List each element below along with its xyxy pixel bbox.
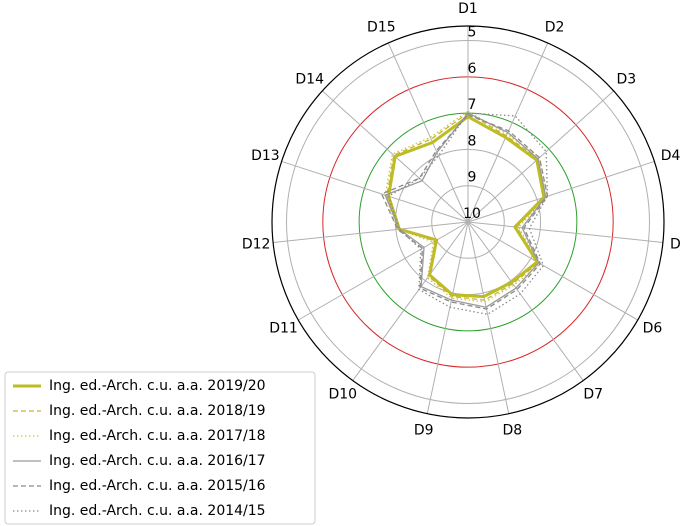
spoke <box>467 160 655 223</box>
series-line <box>387 112 549 315</box>
spoke <box>467 221 584 381</box>
legend-label: Ing. ed.-Arch. c.u. a.a. 2014/15 <box>49 503 266 519</box>
series-line <box>387 114 546 299</box>
r-tick-label: 6 <box>468 61 477 77</box>
spoke <box>352 221 469 381</box>
legend-label: Ing. ed.-Arch. c.u. a.a. 2019/20 <box>49 378 266 394</box>
legend-label: Ing. ed.-Arch. c.u. a.a. 2015/16 <box>49 478 266 494</box>
axis-label: D15 <box>367 19 396 35</box>
axis-label: D14 <box>295 71 324 87</box>
series-line <box>386 112 547 301</box>
spoke <box>298 221 469 321</box>
legend-label: Ing. ed.-Arch. c.u. a.a. 2017/18 <box>49 428 266 444</box>
spoke <box>467 221 663 243</box>
legend-box <box>4 371 316 525</box>
outer-circle <box>271 25 665 419</box>
axis-label: D4 <box>661 148 680 164</box>
r-tick-label: 10 <box>463 206 481 222</box>
r-tick-label: 5 <box>468 25 477 41</box>
spoke <box>467 221 638 321</box>
spoke <box>273 221 469 243</box>
legend-label: Ing. ed.-Arch. c.u. a.a. 2018/19 <box>49 403 266 419</box>
spoke <box>467 221 510 414</box>
series-line <box>384 112 547 308</box>
series-line <box>380 114 549 310</box>
axis-label: D7 <box>583 386 603 402</box>
axis-label: D11 <box>269 321 298 337</box>
axis-label: D5 <box>670 236 680 252</box>
spoke <box>281 160 469 223</box>
axis-label: D8 <box>502 422 522 438</box>
legend-label: Ing. ed.-Arch. c.u. a.a. 2016/17 <box>49 453 266 469</box>
axis-label: D6 <box>643 321 663 337</box>
axis-label: D13 <box>251 148 280 164</box>
axis-label: D1 <box>458 1 478 17</box>
r-tick-label: 8 <box>468 133 477 149</box>
axis-label: D3 <box>616 71 636 87</box>
r-tick-label: 7 <box>468 97 477 113</box>
axis-label: D12 <box>242 236 271 252</box>
axis-label: D9 <box>414 422 434 438</box>
spoke <box>387 42 469 223</box>
legend: Ing. ed.-Arch. c.u. a.a. 2019/20 Ing. ed.… <box>4 371 316 525</box>
spoke <box>467 90 614 223</box>
r-tick-label: 9 <box>468 170 477 186</box>
axis-label: D10 <box>328 386 357 402</box>
spoke <box>426 221 469 414</box>
axis-label: D2 <box>545 19 565 35</box>
